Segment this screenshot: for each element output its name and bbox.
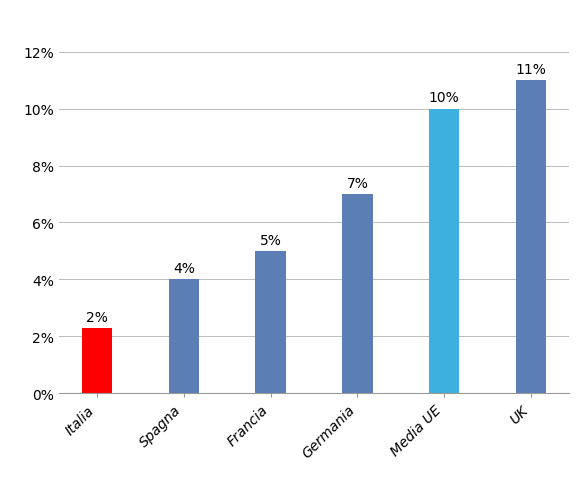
Text: 2%: 2% xyxy=(86,310,108,324)
Text: 7%: 7% xyxy=(346,176,369,190)
Bar xyxy=(255,252,286,394)
Bar xyxy=(429,109,460,394)
Bar xyxy=(516,81,546,394)
Text: 11%: 11% xyxy=(515,62,546,77)
Text: 4%: 4% xyxy=(173,262,195,276)
Text: 5%: 5% xyxy=(259,233,282,247)
Bar xyxy=(168,280,199,394)
Text: 10%: 10% xyxy=(429,91,460,105)
Bar xyxy=(82,328,112,394)
Bar xyxy=(342,194,373,394)
